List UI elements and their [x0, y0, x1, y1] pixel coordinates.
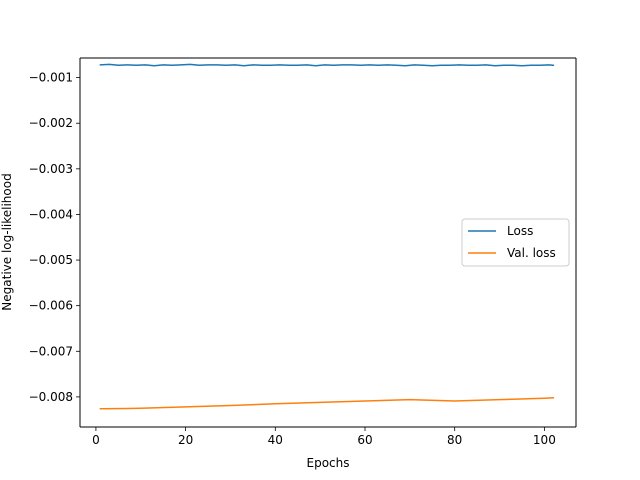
y-axis-label: Negative log-likelihood: [0, 173, 14, 310]
legend-label-1: Val. loss: [507, 246, 556, 260]
y-tick-label: −0.002: [29, 116, 73, 130]
legend-label-0: Loss: [507, 224, 533, 238]
plot-frame: [79, 57, 577, 428]
x-tick-label: 0: [92, 433, 100, 447]
y-tick-label: −0.004: [29, 207, 73, 221]
x-tick-label: 100: [533, 433, 556, 447]
series-line-1: [99, 397, 555, 410]
x-tick-label: 80: [447, 433, 462, 447]
y-tick-label: −0.007: [29, 344, 73, 358]
x-axis-label: Epochs: [307, 456, 350, 470]
x-tick-label: 60: [357, 433, 372, 447]
series-line-0: [99, 63, 555, 67]
x-tick-label: 20: [178, 433, 193, 447]
series-layer: [99, 63, 555, 410]
x-tick-label: 40: [268, 433, 283, 447]
y-tick-label: −0.006: [29, 299, 73, 313]
y-axis-ticks: −0.008 −0.007 −0.006 −0.005 −0.004 −0.003 −0.0…: [29, 71, 80, 404]
y-tick-label: −0.005: [29, 253, 73, 267]
y-tick-label: −0.001: [29, 71, 73, 85]
legend: Loss Val. loss: [461, 218, 570, 267]
y-tick-label: −0.003: [29, 162, 73, 176]
x-axis-ticks: 0 20 40 60 80 100: [92, 427, 556, 447]
y-tick-label: −0.008: [29, 390, 73, 404]
